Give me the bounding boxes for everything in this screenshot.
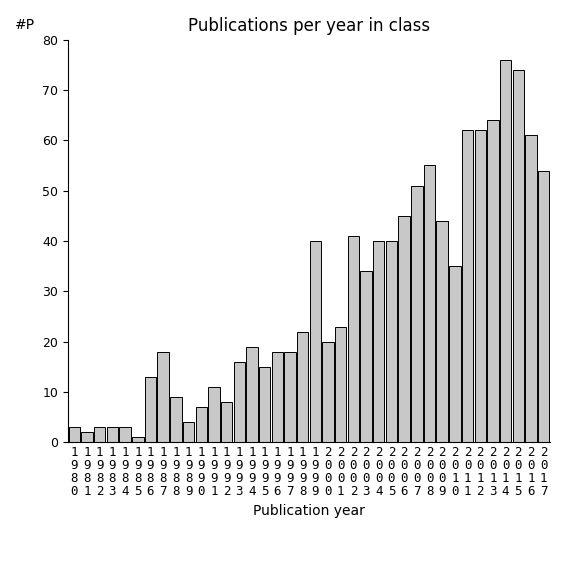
Bar	[259, 367, 270, 442]
Bar	[208, 387, 219, 442]
Bar	[81, 432, 93, 442]
Bar	[145, 377, 156, 442]
Bar	[475, 130, 486, 442]
Bar	[424, 166, 435, 442]
Bar	[449, 266, 460, 442]
Bar	[246, 346, 257, 442]
Bar	[132, 437, 143, 442]
Bar	[437, 221, 448, 442]
Bar	[272, 352, 283, 442]
Bar	[297, 332, 308, 442]
Y-axis label: #P: #P	[15, 18, 35, 32]
Bar	[399, 216, 410, 442]
Bar	[411, 185, 422, 442]
Bar	[69, 427, 80, 442]
Bar	[196, 407, 207, 442]
Bar	[335, 327, 346, 442]
Bar	[284, 352, 296, 442]
Bar	[234, 362, 245, 442]
Bar	[500, 60, 511, 442]
Bar	[183, 422, 194, 442]
Bar	[361, 271, 372, 442]
X-axis label: Publication year: Publication year	[253, 504, 365, 518]
Bar	[322, 341, 334, 442]
Bar	[462, 130, 473, 442]
Bar	[348, 236, 359, 442]
Title: Publications per year in class: Publications per year in class	[188, 18, 430, 35]
Bar	[158, 352, 169, 442]
Bar	[107, 427, 118, 442]
Bar	[310, 241, 321, 442]
Bar	[94, 427, 105, 442]
Bar	[386, 241, 397, 442]
Bar	[170, 397, 181, 442]
Bar	[373, 241, 384, 442]
Bar	[525, 136, 537, 442]
Bar	[120, 427, 131, 442]
Bar	[538, 171, 549, 442]
Bar	[513, 70, 524, 442]
Bar	[487, 120, 498, 442]
Bar	[221, 402, 232, 442]
